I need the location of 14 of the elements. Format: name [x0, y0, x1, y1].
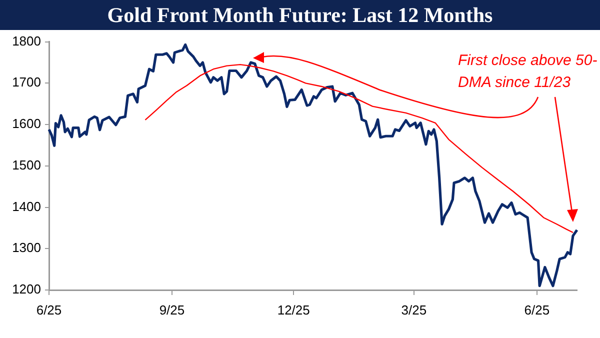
y-tick-label: 1500 [12, 157, 41, 172]
y-tick-label: 1400 [12, 198, 41, 214]
chart-title: Gold Front Month Future: Last 12 Months [0, 0, 600, 30]
y-tick-label: 1800 [12, 33, 41, 48]
y-tick-label: 1300 [12, 240, 41, 256]
x-tick-label: 6/25 [36, 302, 62, 318]
x-tick-label: 6/25 [524, 302, 550, 318]
x-tick-label: 9/25 [159, 302, 185, 318]
x-tick-label: 3/25 [401, 302, 427, 318]
annotation: First close above 50-DMA since 11/23 [458, 51, 598, 93]
y-tick-label: 1200 [12, 282, 41, 297]
x-tick-label: 12/25 [277, 302, 310, 318]
y-tick-label: 1600 [12, 116, 41, 132]
y-tick-label: 1700 [12, 74, 41, 90]
